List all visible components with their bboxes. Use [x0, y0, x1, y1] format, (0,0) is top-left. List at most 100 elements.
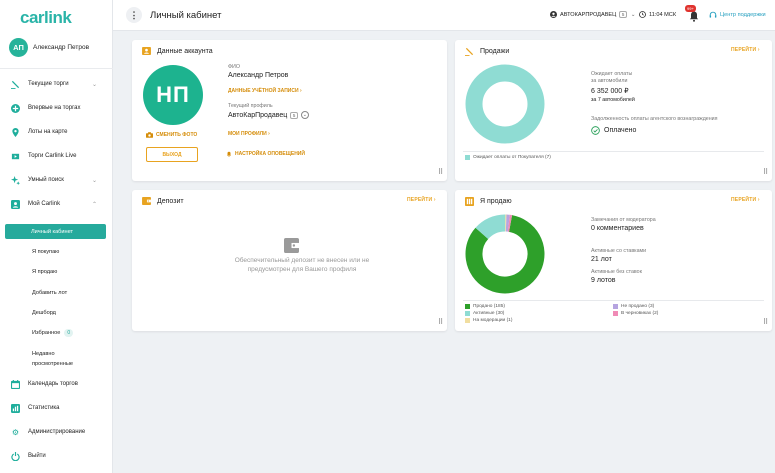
profile-selector[interactable]: АвтоКарПродавец 5 ⌄ [228, 111, 309, 119]
bids-label: Активные со ставками [591, 248, 647, 254]
user-circle-icon [550, 11, 557, 18]
carlink-logo[interactable]: carlink [20, 8, 72, 27]
sales-donut-segment [465, 64, 545, 144]
divider [463, 300, 764, 301]
logout-button[interactable]: ВЫХОД [146, 147, 198, 162]
remarks-value: 0 комментариев [591, 225, 644, 232]
sidebar-item-label: Текущие торги [28, 81, 69, 87]
fio-value: Александр Петров [228, 72, 289, 79]
sidebar-sub-item-buying[interactable]: Я покупаю [32, 249, 60, 255]
power-icon [11, 451, 20, 461]
sidebar-sub-item-dashboard[interactable]: Дешборд [32, 310, 56, 316]
legend-label: Продано (185) [473, 304, 505, 309]
drag-handle-icon[interactable]: ⠿ [763, 169, 768, 176]
bell-icon[interactable] [689, 9, 699, 22]
sidebar-item-first-time[interactable]: Впервые на торгах [0, 100, 113, 116]
top-bar: ⋮ Личный кабинет АВТОКАРПРОДАВЕЦ 5 ⌄ 11:… [113, 0, 775, 31]
card-title: Данные аккаунта [157, 47, 213, 55]
sidebar-item-current-auctions[interactable]: Текущие торги ⌄ [0, 76, 113, 92]
my-profiles-label: МОИ ПРОФИЛИ [228, 131, 267, 137]
user-name: Александр Петров [33, 44, 90, 51]
legend-item-drafts: В черновиках (2) [613, 311, 658, 316]
drag-handle-icon[interactable]: ⠿ [438, 319, 443, 326]
profile-badge: 5 [290, 111, 298, 119]
sidebar-item-label: Лоты на карте [28, 129, 68, 135]
notification-settings-link[interactable]: НАСТРОЙКА ОПОВЕЩЕНИЙ [226, 151, 305, 157]
selling-donut-segment [465, 215, 545, 294]
sidebar-sub-item-favorites[interactable]: Избранное 0 [32, 329, 74, 337]
chevron-down-icon: ⌄ [630, 11, 636, 18]
selling-donut-segment [475, 214, 506, 240]
card-header: Депозит [142, 197, 184, 205]
legend-item-moderation: На модерации (1) [465, 318, 512, 323]
legend-item-sold: Продано (185) [465, 304, 505, 309]
sidebar-item-my-carlink[interactable]: Мой Carlink ⌃ [0, 196, 113, 212]
drag-handle-icon[interactable]: ⠿ [438, 169, 443, 176]
legend-label: На модерации (1) [473, 318, 513, 323]
gear-icon: ⚙ [11, 427, 20, 437]
legend-item-active: Активные (30) [465, 311, 504, 316]
deposit-more-link[interactable]: ПЕРЕЙТИ › [407, 197, 436, 203]
debt-label: Задолженность оплаты агентского вознагра… [591, 116, 718, 122]
account-switcher[interactable]: АВТОКАРПРОДАВЕЦ 5 ⌄ [550, 11, 636, 18]
profile-value: АвтоКарПродавец [228, 111, 288, 119]
sidebar-item-label: Администрирование [28, 429, 86, 435]
chevron-up-icon: ⌃ [91, 201, 97, 208]
sidebar-item-label: Умный поиск [28, 177, 64, 183]
legend-label: В черновиках (2) [621, 311, 659, 316]
card-header: Данные аккаунта [142, 47, 213, 55]
sidebar-sub-item-add-lot[interactable]: Добавить лот [32, 290, 68, 296]
sidebar: carlink АП Александр Петров Текущие торг… [0, 0, 113, 473]
await-cars: за 7 автомобилей [591, 97, 635, 103]
check-circle-icon [591, 126, 600, 135]
card-title: Я продаю [480, 197, 512, 205]
change-photo-link[interactable]: СМЕНИТЬ ФОТО [146, 132, 197, 138]
camera-icon [146, 132, 153, 138]
selling-card: Я продаю ПЕРЕЙТИ › Замечания от модерато… [455, 190, 772, 331]
bids-value: 21 лот [591, 256, 612, 263]
legend-swatch [465, 304, 470, 309]
account-avatar: НП [143, 65, 203, 125]
sidebar-sub-item-selling[interactable]: Я продаю [32, 269, 58, 275]
account-card: Данные аккаунта НП СМЕНИТЬ ФОТО ВЫХОД ФИ… [132, 40, 447, 181]
legend-item: Ожидает оплаты от Покупателя (7) [465, 155, 551, 160]
card-header: Продажи [465, 47, 509, 56]
selling-more-link[interactable]: ПЕРЕЙТИ › [731, 197, 760, 203]
kebab-menu-icon[interactable]: ⋮ [126, 7, 142, 23]
sales-donut-chart [465, 64, 545, 144]
account-data-label: ДАННЫЕ УЧЁТНОЙ ЗАПИСИ [228, 88, 299, 94]
user-profile[interactable]: АП Александр Петров [9, 38, 89, 57]
sidebar-item-label: Календарь торгов [28, 381, 78, 387]
sidebar-item-admin[interactable]: ⚙ Администрирование [0, 424, 113, 440]
auction-icon [11, 80, 20, 89]
account-data-link[interactable]: ДАННЫЕ УЧЁТНОЙ ЗАПИСИ › [228, 88, 302, 94]
nobids-value: 9 лотов [591, 277, 616, 284]
legend-item-unsold: Не продано (3) [613, 304, 654, 309]
wallet-placeholder-icon [284, 238, 299, 258]
sidebar-item-calendar[interactable]: Календарь торгов [0, 376, 113, 392]
drag-handle-icon[interactable]: ⠿ [763, 319, 768, 326]
chevron-down-icon: ⌄ [91, 177, 97, 184]
favorites-count-badge: 0 [64, 329, 74, 337]
support-link[interactable]: Центр поддержки [709, 11, 766, 19]
legend-label: Ожидает оплаты от Покупателя (7) [473, 155, 551, 160]
sidebar-item-map[interactable]: Лоты на карте [0, 124, 113, 140]
sidebar-item-statistics[interactable]: Статистика [0, 400, 113, 416]
sidebar-item-smart-search[interactable]: Умный поиск ⌄ [0, 172, 113, 188]
sidebar-item-logout[interactable]: Выйти [0, 448, 113, 464]
sidebar-sub-item-cabinet[interactable]: Личный кабинет [5, 224, 106, 239]
fio-label: ФИО [228, 64, 240, 70]
bell-icon [226, 151, 232, 157]
sidebar-sub-item-recent[interactable]: Недавно просмотренные [32, 351, 73, 367]
wallet-icon [142, 197, 151, 205]
live-icon [11, 152, 20, 161]
clock: 11:04 МСК [639, 11, 676, 18]
map-pin-icon [11, 127, 20, 137]
legend-swatch [465, 318, 470, 323]
sales-more-link[interactable]: ПЕРЕЙТИ › [731, 47, 760, 53]
my-profiles-link[interactable]: МОИ ПРОФИЛИ › [228, 131, 270, 137]
sidebar-item-live[interactable]: Торги Carlink Live [0, 148, 113, 164]
account-badge: 5 [619, 11, 627, 18]
sidebar-item-label: Статистика [28, 405, 60, 411]
await-amount: 6 352 000 ₽ [591, 88, 629, 95]
